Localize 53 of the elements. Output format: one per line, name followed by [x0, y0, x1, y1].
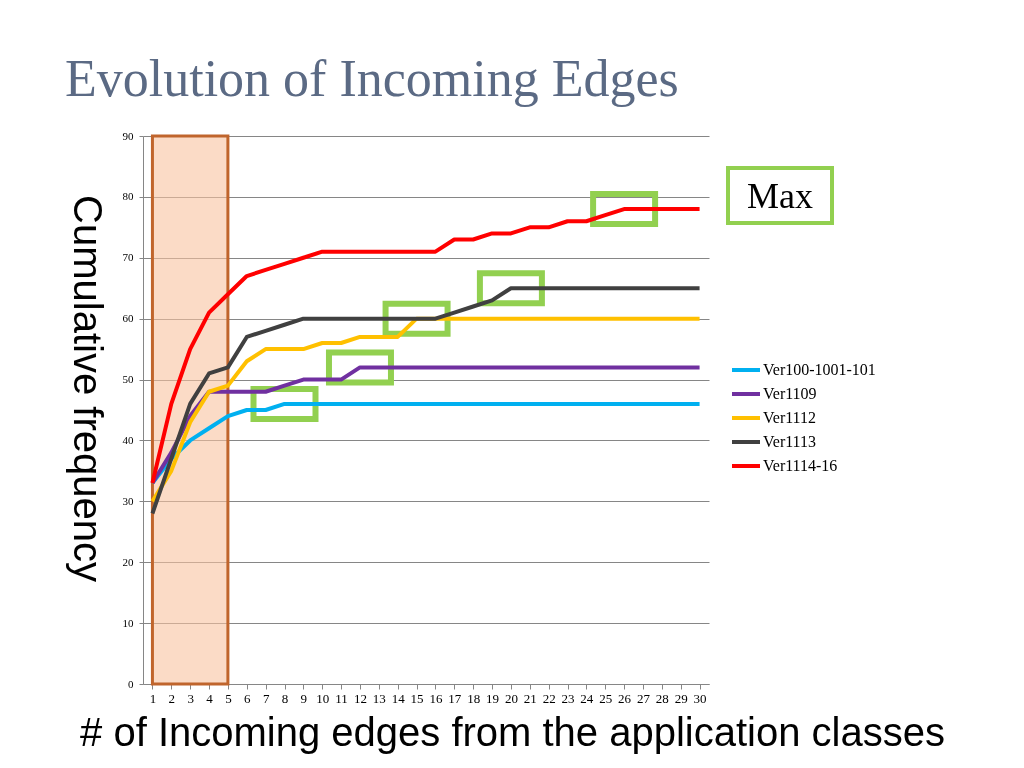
x-tick-label: 24 — [580, 690, 594, 706]
x-tick-label: 25 — [599, 690, 613, 706]
x-tick-label: 12 — [353, 690, 367, 706]
y-tick-label: 90 — [122, 129, 134, 142]
legend-label: Ver1114-16 — [763, 457, 838, 474]
y-tick-label: 80 — [122, 190, 134, 203]
x-tick-label: 6 — [244, 690, 252, 706]
y-tick-label: 40 — [122, 433, 134, 446]
line-series — [150, 207, 702, 486]
x-tick-label: 17 — [448, 690, 462, 706]
legend-label: Ver1112 — [763, 409, 817, 426]
x-tick-label: 29 — [674, 690, 688, 706]
y-tick-label: 0 — [128, 677, 134, 690]
y-tick-label: 10 — [122, 616, 134, 629]
x-tick-label: 14 — [391, 690, 406, 706]
x-tick-label: 28 — [655, 690, 669, 706]
x-tick-label: 5 — [225, 690, 232, 706]
x-tick-label: 19 — [486, 690, 500, 706]
x-tick-label: 20 — [504, 690, 518, 706]
x-tick-label: 2 — [168, 690, 176, 706]
x-tick-label: 8 — [281, 690, 289, 706]
x-axis-title: # of Incoming edges from the application classes — [80, 709, 945, 754]
x-tick-label: 9 — [300, 690, 308, 706]
chart-title: Evolution of Incoming Edges — [65, 50, 679, 107]
x-tick-label: 23 — [561, 690, 575, 706]
x-tick-label: 11 — [335, 690, 348, 706]
legend-label: Ver100-1001-101 — [763, 361, 876, 378]
x-tick-label: 22 — [542, 690, 556, 706]
line-series — [150, 286, 702, 516]
x-tick-label: 7 — [262, 690, 270, 706]
y-tick-label: 50 — [122, 373, 134, 386]
x-tick-label: 10 — [316, 690, 330, 706]
x-tick-label: 27 — [636, 690, 651, 706]
x-tick-label: 1 — [149, 690, 157, 706]
x-tick-label: 13 — [372, 690, 386, 706]
x-tick-label: 4 — [206, 690, 214, 706]
y-tick-label: 30 — [122, 494, 134, 507]
x-tick-label: 21 — [523, 690, 537, 706]
y-axis-title: Cumulative frequency — [65, 195, 110, 582]
x-tick-label: 18 — [467, 690, 481, 706]
text: Max — [747, 176, 813, 216]
line-series — [150, 316, 702, 504]
x-tick-label: 15 — [410, 690, 424, 706]
x-tick-label: 26 — [618, 690, 632, 706]
x-tick-label: 16 — [429, 690, 443, 706]
y-tick-label: 70 — [122, 251, 134, 264]
y-tick-label: 60 — [122, 312, 134, 325]
legend-label: Ver1109 — [763, 385, 817, 402]
y-tick-label: 20 — [122, 555, 134, 568]
x-tick-label: 3 — [187, 690, 194, 706]
x-tick-label: 30 — [693, 690, 707, 706]
legend-label: Ver1113 — [763, 433, 817, 450]
line-series — [150, 365, 702, 486]
